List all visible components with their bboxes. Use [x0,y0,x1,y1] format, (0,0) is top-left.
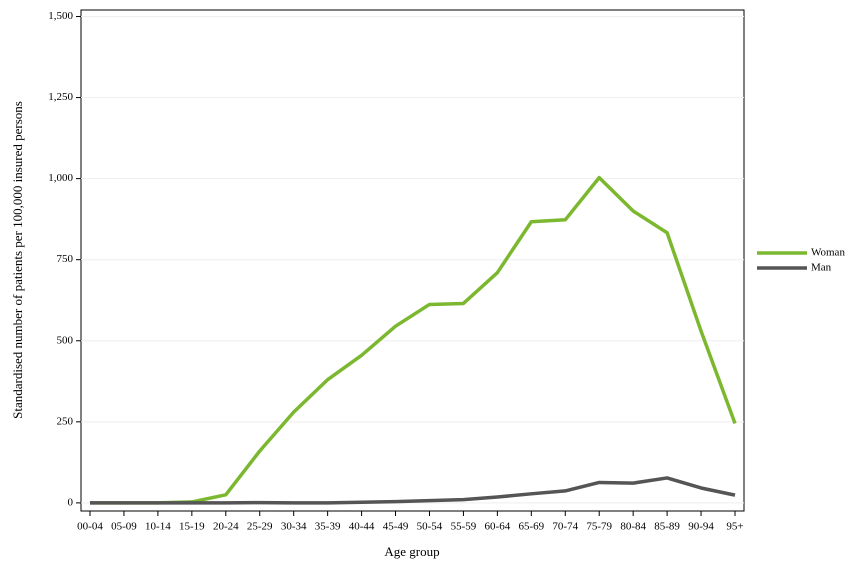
y-tick-label: 1,250 [48,91,73,103]
legend-label: Woman [811,247,845,259]
x-tick-label: 85-89 [654,521,680,533]
y-tick-label: 500 [57,334,74,346]
y-axis-title: Standardised number of patients per 100,… [10,101,25,419]
x-axis-title: Age group [384,544,439,559]
y-tick-label: 250 [57,415,74,427]
x-tick-label: 95+ [726,521,743,533]
x-tick-label: 00-04 [77,521,103,533]
x-tick-label: 15-19 [179,521,205,533]
x-tick-label: 75-79 [586,521,612,533]
x-tick-label: 20-24 [213,521,239,533]
x-tick-label: 70-74 [552,521,578,533]
x-tick-label: 40-44 [349,521,375,533]
x-tick-label: 10-14 [145,521,171,533]
y-tick-label: 1,000 [48,172,73,184]
plot-frame [80,9,745,512]
x-tick-label: 65-69 [518,521,544,533]
x-tick-label: 05-09 [111,521,137,533]
y-tick-label: 750 [57,253,74,265]
x-tick-label: 80-84 [620,521,646,533]
x-tick-label: 50-54 [417,521,443,533]
x-tick-label: 25-29 [247,521,273,533]
x-tick-label: 35-39 [315,521,341,533]
series-line [90,476,736,505]
y-tick-label: 1,500 [48,10,73,22]
series-line [90,175,737,505]
legend-label: Man [811,262,832,274]
x-tick-label: 45-49 [383,521,409,533]
x-tick-label: 55-59 [451,521,477,533]
y-tick-label: 0 [68,496,74,508]
x-tick-label: 60-64 [485,521,511,533]
x-tick-label: 30-34 [281,521,307,533]
x-tick-label: 90-94 [688,521,714,533]
